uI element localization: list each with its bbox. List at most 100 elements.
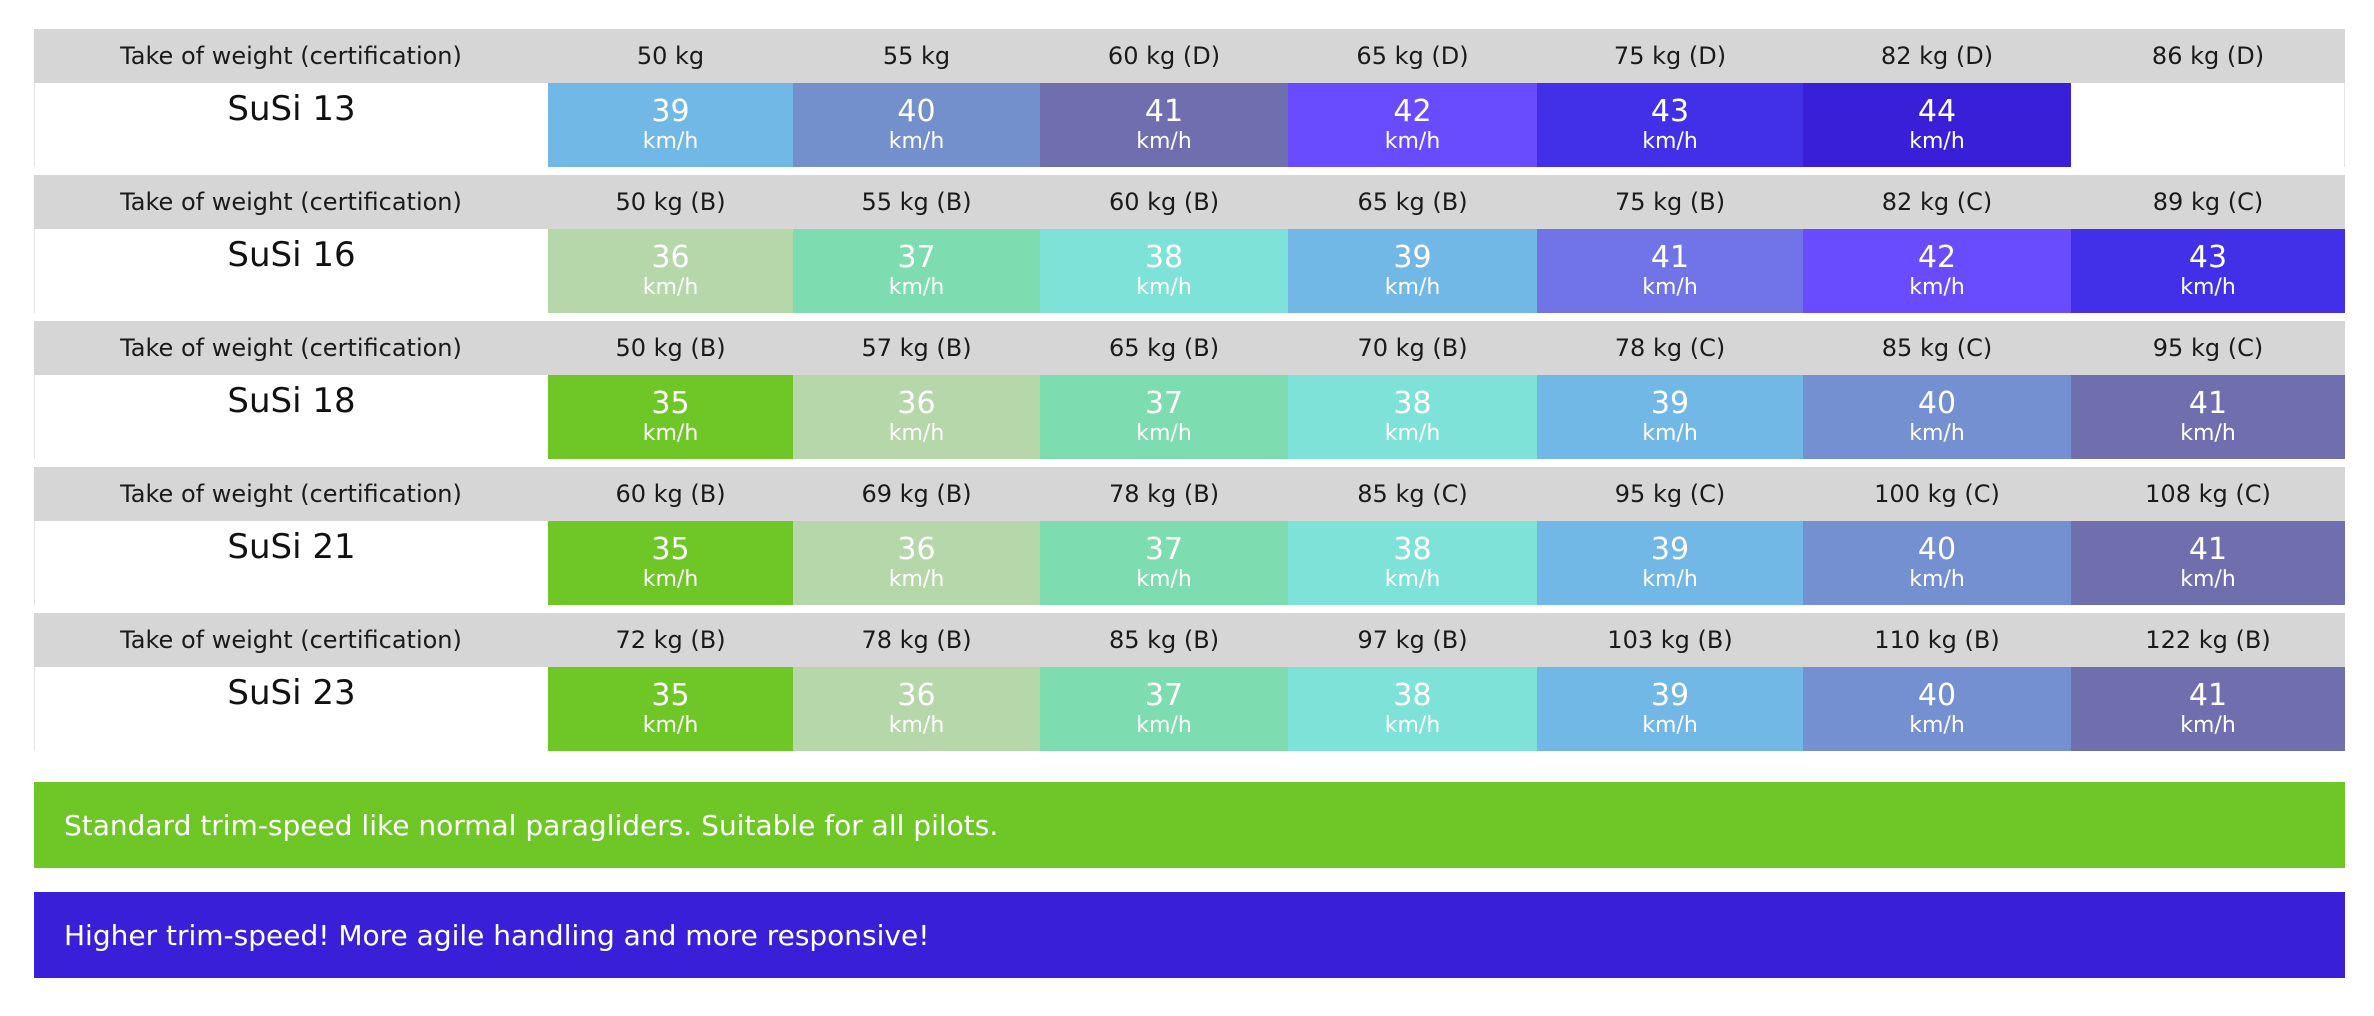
speed-value: 39 <box>651 94 690 129</box>
speed-value: 36 <box>897 386 936 421</box>
weight-cell: 110 kg (B) <box>1803 613 2071 667</box>
speed-cell: 41 km/h <box>2071 375 2345 459</box>
speed-unit: km/h <box>1642 275 1698 300</box>
weight-row: Take of weight (certification) 60 kg (B) 6… <box>34 467 2345 521</box>
weight-cell: 72 kg (B) <box>548 613 793 667</box>
speed-table-container: Take of weight (certification) 50 kg 55 kg… <box>34 29 2345 751</box>
speed-cell: 38 km/h <box>1288 375 1537 459</box>
speed-table-body: Take of weight (certification) 50 kg 55 kg… <box>34 29 2345 751</box>
speed-unit: km/h <box>2180 421 2236 446</box>
row-gap <box>34 605 2345 613</box>
speed-value: 37 <box>1144 678 1184 713</box>
speed-cell: 39 km/h <box>548 83 793 167</box>
weight-cell: 82 kg (C) <box>1803 175 2071 229</box>
weight-cell: 75 kg (D) <box>1537 29 1803 83</box>
speed-cell: 41 km/h <box>2071 667 2345 751</box>
speed-cell: 39 km/h <box>1537 667 1803 751</box>
speed-cell: 36 km/h <box>793 667 1040 751</box>
speed-unit: km/h <box>642 421 699 446</box>
weight-cell: 60 kg (B) <box>1040 175 1288 229</box>
speed-row: SuSi 21 35 km/h 36 km/h 37 km/h 38 km/h 39 km/h 40 k… <box>34 521 2345 605</box>
speed-value: 40 <box>1917 532 1957 567</box>
row-gap-cell <box>34 313 2345 321</box>
speed-cell: 38 km/h <box>1288 521 1537 605</box>
speed-row: SuSi 18 35 km/h 36 km/h 37 km/h 38 km/h 39 km/h 40 k… <box>34 375 2345 459</box>
speed-value: 39 <box>1650 678 1690 713</box>
speed-unit: km/h <box>2180 275 2236 300</box>
speed-unit: km/h <box>1136 275 1192 300</box>
model-name: SuSi 18 <box>34 375 548 459</box>
speed-unit: km/h <box>1909 567 1965 592</box>
speed-value: 42 <box>1393 94 1432 129</box>
speed-value: 41 <box>2188 386 2228 421</box>
speed-unit: km/h <box>2180 713 2236 738</box>
speed-unit: km/h <box>888 567 945 592</box>
weight-row: Take of weight (certification) 72 kg (B) 7… <box>34 613 2345 667</box>
speed-cell: 39 km/h <box>1537 375 1803 459</box>
weight-cell: 60 kg (B) <box>548 467 793 521</box>
speed-cell: 41 km/h <box>1537 229 1803 313</box>
speed-value: 40 <box>1917 386 1957 421</box>
speed-unit: km/h <box>1642 713 1698 738</box>
speed-value: 38 <box>1144 240 1184 275</box>
speed-unit: km/h <box>1136 129 1192 154</box>
weight-cell: 100 kg (C) <box>1803 467 2071 521</box>
weight-cell: 97 kg (B) <box>1288 613 1537 667</box>
weight-cell: 78 kg (C) <box>1537 321 1803 375</box>
speed-value: 35 <box>651 386 690 421</box>
speed-value: 41 <box>1650 240 1690 275</box>
speed-cell: 40 km/h <box>1803 667 2071 751</box>
weight-cell: 57 kg (B) <box>793 321 1040 375</box>
speed-cell: 35 km/h <box>548 667 793 751</box>
speed-cell: 39 km/h <box>1288 229 1537 313</box>
speed-cell: 42 km/h <box>1803 229 2071 313</box>
speed-value: 41 <box>2188 678 2228 713</box>
speed-value: 39 <box>1650 386 1690 421</box>
speed-cell: 44 km/h <box>1803 83 2071 167</box>
speed-unit: km/h <box>1909 129 1965 154</box>
row-gap <box>34 459 2345 467</box>
weight-cell: 82 kg (D) <box>1803 29 2071 83</box>
weight-cell: 70 kg (B) <box>1288 321 1537 375</box>
speed-unit: km/h <box>2180 567 2236 592</box>
speed-value: 36 <box>897 532 936 567</box>
speed-cell: 37 km/h <box>1040 375 1288 459</box>
weight-row: Take of weight (certification) 50 kg (B) 5… <box>34 321 2345 375</box>
speed-unit: km/h <box>642 567 699 592</box>
speed-unit: km/h <box>642 713 699 738</box>
model-name: SuSi 13 <box>34 83 548 167</box>
speed-table: Take of weight (certification) 50 kg 55 kg… <box>34 29 2345 751</box>
weight-cell: 95 kg (C) <box>2071 321 2345 375</box>
speed-cell: 36 km/h <box>793 375 1040 459</box>
speed-cell: 35 km/h <box>548 521 793 605</box>
speed-value: 43 <box>1650 94 1690 129</box>
speed-value: 36 <box>897 678 936 713</box>
weight-cell: 78 kg (B) <box>1040 467 1288 521</box>
weight-cell: 108 kg (C) <box>2071 467 2345 521</box>
speed-value: 39 <box>1650 532 1690 567</box>
speed-value: 40 <box>1917 678 1957 713</box>
weight-cell: 95 kg (C) <box>1537 467 1803 521</box>
weight-cell: 50 kg (B) <box>548 175 793 229</box>
speed-row: SuSi 16 36 km/h 37 km/h 38 km/h 39 km/h 41 km/h 42 k… <box>34 229 2345 313</box>
speed-row: SuSi 13 39 km/h 40 km/h 41 km/h 42 km/h 43 km/h 44 k… <box>34 83 2345 167</box>
speed-cell-empty <box>2071 83 2345 167</box>
speed-unit: km/h <box>1136 567 1192 592</box>
speed-value: 38 <box>1393 678 1432 713</box>
speed-value: 38 <box>1393 532 1432 567</box>
row-gap-cell <box>34 605 2345 613</box>
speed-unit: km/h <box>642 275 699 300</box>
speed-value: 39 <box>1393 240 1432 275</box>
legend-standard-trim-text: Standard trim-speed like normal paraglid… <box>64 808 999 842</box>
speed-unit: km/h <box>1136 421 1192 446</box>
speed-cell: 41 km/h <box>1040 83 1288 167</box>
speed-cell: 42 km/h <box>1288 83 1537 167</box>
weight-row: Take of weight (certification) 50 kg (B) 5… <box>34 175 2345 229</box>
speed-unit: km/h <box>888 275 945 300</box>
speed-cell: 37 km/h <box>1040 667 1288 751</box>
speed-value: 37 <box>1144 386 1184 421</box>
row-gap <box>34 167 2345 175</box>
weight-cell: 65 kg (B) <box>1040 321 1288 375</box>
speed-unit: km/h <box>1384 567 1441 592</box>
legend-higher-trim-text: Higher trim-speed! More agile handling a… <box>64 918 930 952</box>
